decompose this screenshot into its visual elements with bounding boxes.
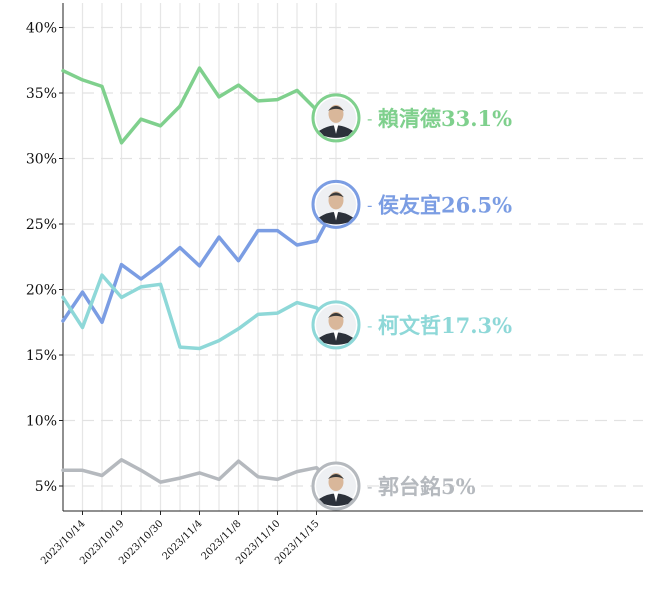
avatar-face <box>328 191 344 210</box>
series-lines <box>61 66 338 488</box>
series-line <box>61 66 338 145</box>
avatar-shirt <box>333 492 339 502</box>
person-avatar-icon <box>316 466 356 506</box>
avatar-shirt <box>333 210 339 221</box>
y-axis-ticks: 5% 10% 15% 20% 25% 30% 35% 40% <box>26 21 63 495</box>
avatar-shirt <box>333 330 339 341</box>
avatar-face <box>328 311 344 330</box>
series-end-labels: - 賴清德33.1%- 侯友宜26.5%- 柯文哲17.3%- 郭台銘5% <box>311 93 512 511</box>
avatar-hair <box>328 312 344 318</box>
person-avatar-icon <box>316 304 356 345</box>
label-dash: - <box>367 316 372 335</box>
y-tick-label: 35% <box>26 86 57 102</box>
y-tick-label: 40% <box>26 21 57 37</box>
y-tick-label: 15% <box>26 348 57 364</box>
label-dash: - <box>367 477 372 496</box>
avatar-face <box>328 104 344 123</box>
series-end-label: 侯友宜26.5% <box>378 192 512 217</box>
series-line <box>61 202 338 325</box>
avatar-shirt <box>333 123 339 134</box>
series-end-marker: - 郭台銘5% <box>311 461 476 511</box>
series-end-marker: - 侯友宜26.5% <box>311 179 512 229</box>
series-end-label: 賴清德33.1% <box>378 106 512 131</box>
avatar-face <box>328 473 344 491</box>
series-line <box>61 273 338 351</box>
x-tick-label: 2023/11/4 <box>161 518 205 562</box>
avatar-hair <box>328 105 344 111</box>
person-avatar-icon <box>316 97 356 138</box>
avatar-hair <box>328 474 344 479</box>
avatar-hair <box>328 192 344 198</box>
series-end-marker: - 賴清德33.1% <box>311 93 512 143</box>
y-tick-label: 30% <box>26 152 57 168</box>
label-dash: - <box>367 109 372 128</box>
y-tick-label: 10% <box>26 414 57 430</box>
series-end-label: 柯文哲17.3% <box>378 313 512 338</box>
axes <box>62 3 643 512</box>
series-end-label: 郭台銘5% <box>378 474 476 499</box>
series-end-marker: - 柯文哲17.3% <box>311 300 512 350</box>
person-avatar-icon <box>316 184 356 225</box>
series-line <box>61 458 338 488</box>
label-dash: - <box>367 195 372 214</box>
grid <box>63 3 643 511</box>
y-tick-label: 25% <box>26 217 57 233</box>
y-tick-label: 5% <box>35 479 57 495</box>
y-tick-label: 20% <box>26 283 57 299</box>
x-axis-ticks: 2023/10/142023/10/192023/10/302023/11/42… <box>39 511 322 567</box>
